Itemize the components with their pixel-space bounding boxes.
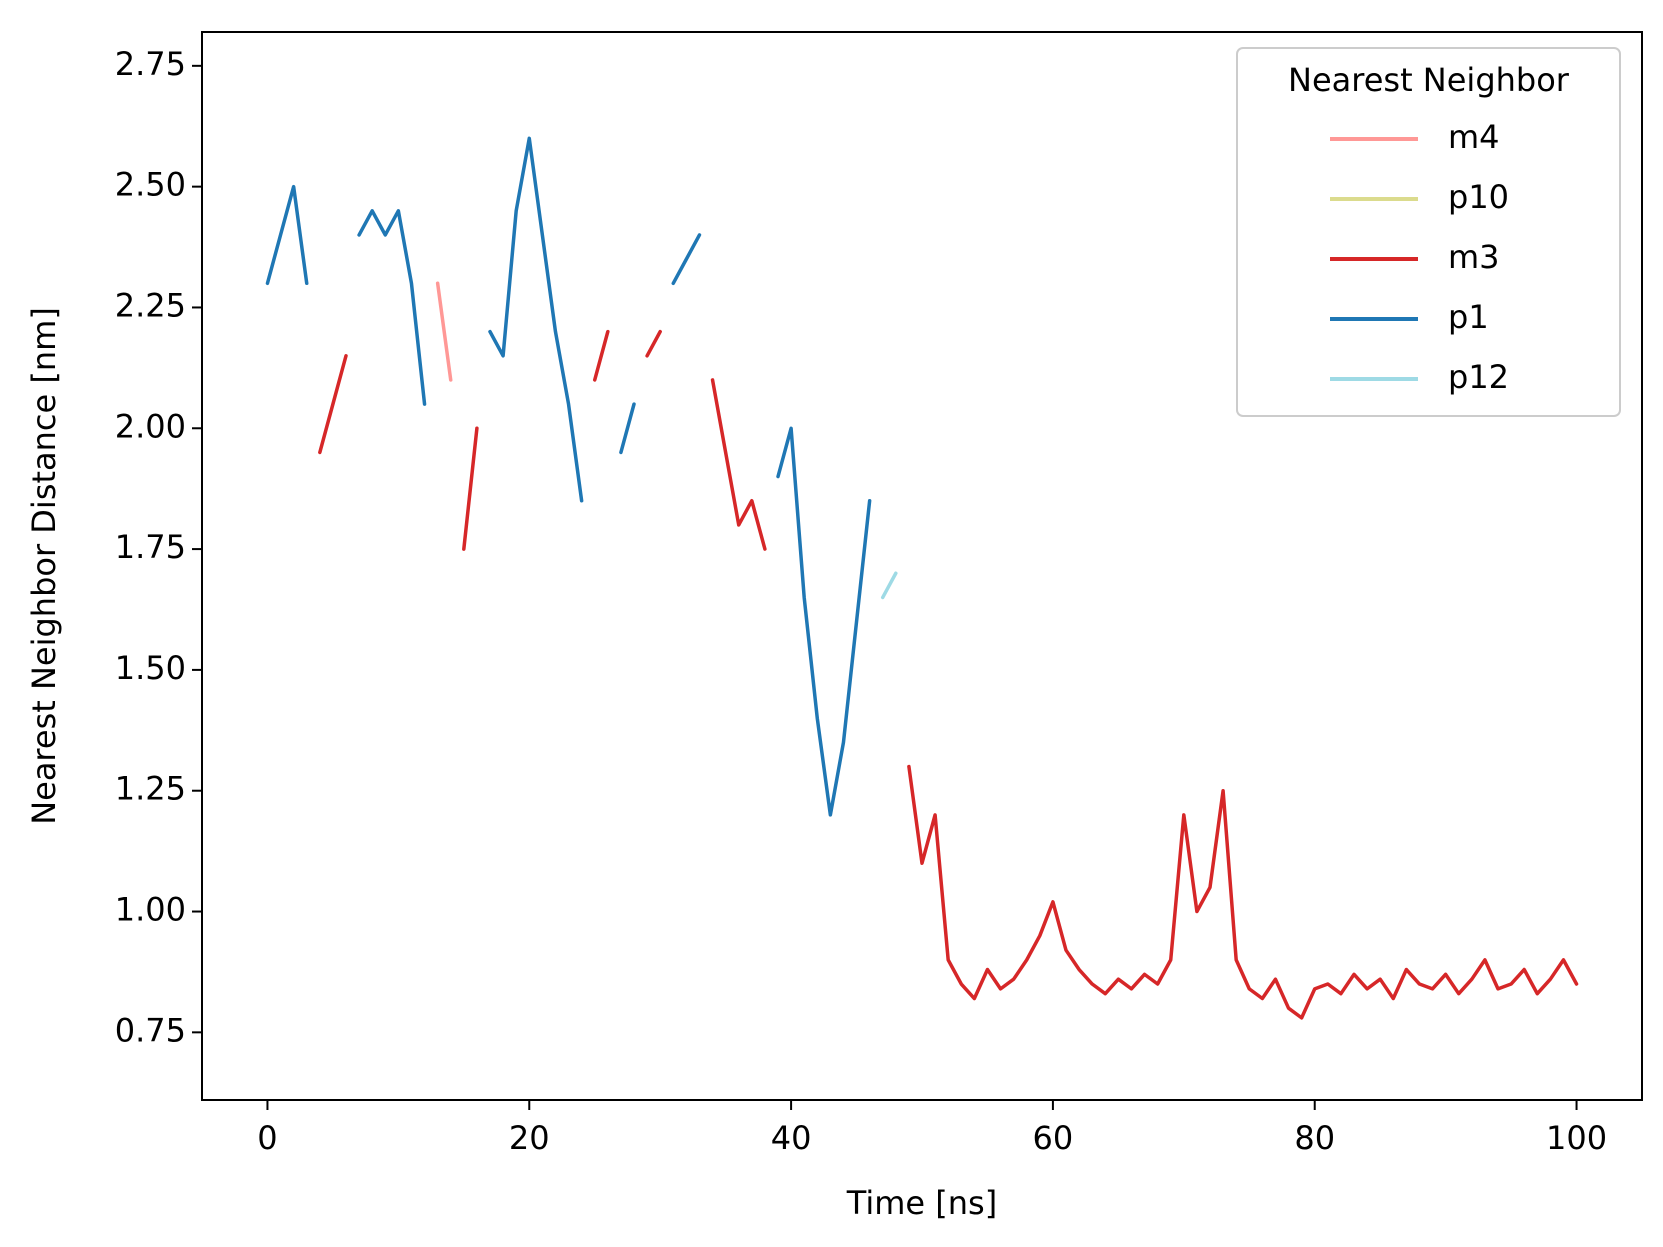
y-tick-label: 2.25 xyxy=(115,286,186,324)
y-axis-label: Nearest Neighbor Distance [nm] xyxy=(25,307,63,825)
x-tick-label: 0 xyxy=(257,1119,277,1157)
series-line xyxy=(592,329,610,382)
series-line xyxy=(907,764,1579,1020)
series-line xyxy=(619,402,636,455)
y-tick-label: 2.00 xyxy=(115,407,186,445)
plot-frame xyxy=(201,31,1643,1101)
x-tick-label: 20 xyxy=(509,1119,550,1157)
x-axis-label: Time [ns] xyxy=(846,1184,997,1222)
y-tick-label: 0.75 xyxy=(115,1011,186,1049)
series-line xyxy=(880,571,898,600)
legend-label: m3 xyxy=(1448,238,1500,276)
y-tick-label: 1.25 xyxy=(115,770,186,808)
legend-label: p12 xyxy=(1448,358,1509,396)
series-line xyxy=(435,281,453,382)
series-line xyxy=(462,426,479,551)
series-line xyxy=(318,354,348,455)
series-line xyxy=(357,209,427,406)
series-line xyxy=(488,136,584,503)
legend-box xyxy=(1236,47,1621,417)
legend-title: Nearest Neighbor xyxy=(1288,61,1570,99)
y-tick-label: 1.00 xyxy=(115,891,186,929)
legend-label: p10 xyxy=(1448,178,1509,216)
series-line xyxy=(710,378,767,551)
x-tick-label: 100 xyxy=(1546,1119,1607,1157)
x-tick-label: 40 xyxy=(771,1119,812,1157)
series-line xyxy=(776,426,872,817)
y-tick-label: 2.50 xyxy=(115,166,186,204)
x-tick-label: 60 xyxy=(1033,1119,1074,1157)
series-line xyxy=(671,233,702,286)
y-tick-label: 1.75 xyxy=(115,528,186,566)
y-tick-label: 2.75 xyxy=(115,45,186,83)
x-tick-label: 80 xyxy=(1294,1119,1335,1157)
legend-label: p1 xyxy=(1448,298,1489,336)
series-line xyxy=(645,329,662,358)
legend-label: m4 xyxy=(1448,118,1500,156)
series-line xyxy=(265,184,309,286)
y-tick-label: 1.50 xyxy=(115,649,186,687)
